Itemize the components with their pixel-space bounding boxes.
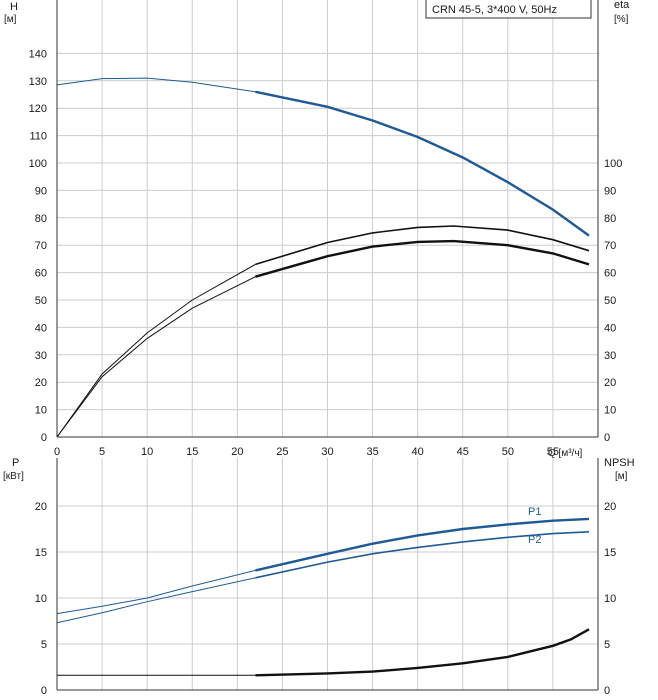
p2-curve-extended	[56, 577, 256, 624]
p1-curve-extended	[56, 569, 256, 615]
p-tick-label-20: 20	[35, 501, 47, 513]
eta-tick-label-20: 20	[604, 377, 616, 389]
p-tick-label-10: 10	[35, 593, 47, 605]
chart-title: CRN 45-5, 3*400 V, 50Hz	[432, 4, 557, 16]
npsh-tick-label-15: 15	[604, 547, 616, 559]
x-tick-label-0: 0	[54, 446, 60, 458]
p-tick-label-15: 15	[35, 547, 47, 559]
eta-tick-label-0: 0	[604, 432, 610, 444]
p-axis-unit: [кВт]	[3, 471, 24, 482]
eta-tick-label-40: 40	[604, 322, 616, 334]
h-tick-label-100: 100	[29, 158, 47, 170]
h-tick-label-90: 90	[35, 185, 47, 197]
h-tick-label-20: 20	[35, 377, 47, 389]
x-tick-label-15: 15	[186, 446, 198, 458]
h-tick-label-120: 120	[29, 103, 47, 115]
h-tick-label-130: 130	[29, 76, 47, 88]
p1-series-label: P1	[528, 506, 541, 518]
h-tick-label-50: 50	[35, 295, 47, 307]
p-axis-label: P	[12, 457, 19, 469]
grid-layer	[57, 0, 598, 690]
h-axis-label: H	[10, 1, 18, 13]
p-tick-label-5: 5	[41, 639, 47, 651]
h-tick-label-40: 40	[35, 322, 47, 334]
eta-tick-label-80: 80	[604, 213, 616, 225]
h-tick-label-30: 30	[35, 350, 47, 362]
eta-upper-curve-extended	[56, 263, 256, 438]
eta-upper-curve-operating	[255, 225, 590, 266]
eta-tick-label-10: 10	[604, 405, 616, 417]
eta-lower-curve-operating	[255, 239, 590, 278]
x-tick-label-30: 30	[321, 446, 333, 458]
eta-tick-label-30: 30	[604, 350, 616, 362]
eta-tick-label-70: 70	[604, 240, 616, 252]
p2-series-label: P2	[528, 534, 541, 546]
x-tick-label-25: 25	[276, 446, 288, 458]
q-axis-label: Q [м³/ч]	[548, 448, 583, 459]
p2-curve-operating	[255, 531, 590, 579]
eta-tick-label-100: 100	[604, 158, 622, 170]
eta-axis-label: eta	[614, 0, 630, 11]
h-tick-label-80: 80	[35, 213, 47, 225]
eta-lower-curve-extended	[56, 276, 256, 438]
eta-tick-label-50: 50	[604, 295, 616, 307]
npsh-tick-label-5: 5	[604, 639, 610, 651]
npsh-tick-label-20: 20	[604, 501, 616, 513]
h-tick-label-0: 0	[41, 432, 47, 444]
p1-curve-operating	[255, 517, 590, 572]
eta-tick-label-60: 60	[604, 268, 616, 280]
h-tick-label-140: 140	[29, 48, 47, 60]
npsh-axis-label: NPSH	[604, 457, 635, 469]
x-tick-label-5: 5	[99, 446, 105, 458]
x-tick-label-55: 55	[547, 446, 559, 458]
x-tick-label-50: 50	[502, 446, 514, 458]
x-tick-label-10: 10	[141, 446, 153, 458]
npsh-tick-label-0: 0	[604, 685, 610, 697]
npsh-curve-operating	[255, 628, 590, 677]
eta-tick-label-90: 90	[604, 185, 616, 197]
npsh-axis-unit: [м]	[615, 471, 628, 482]
x-tick-label-45: 45	[457, 446, 469, 458]
title-box	[425, 0, 592, 19]
x-tick-label-20: 20	[231, 446, 243, 458]
x-tick-label-35: 35	[366, 446, 378, 458]
h-tick-label-70: 70	[35, 240, 47, 252]
h-tick-label-10: 10	[35, 405, 47, 417]
eta-axis-unit: [%]	[614, 14, 629, 25]
curve-layer	[56, 77, 590, 677]
p-tick-label-0: 0	[41, 685, 47, 697]
head-curve-operating	[255, 90, 590, 237]
h-axis-unit: [м]	[4, 14, 17, 25]
axis-layer	[56, 0, 599, 691]
x-tick-label-40: 40	[412, 446, 424, 458]
label-layer: 0 5 10 15 20 25 30 35 40 45 50 55010203040506070809…	[29, 48, 623, 697]
h-tick-label-110: 110	[29, 131, 47, 143]
npsh-tick-label-10: 10	[604, 593, 616, 605]
h-tick-label-60: 60	[35, 268, 47, 280]
head-curve-extended	[56, 77, 256, 93]
